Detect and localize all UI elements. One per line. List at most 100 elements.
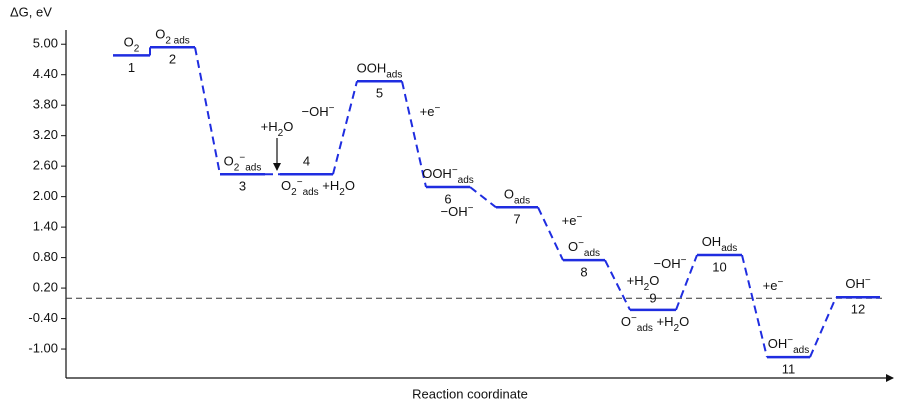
text-part: ads — [721, 243, 737, 254]
step-number: 4 — [303, 154, 310, 169]
text-part: 2 — [134, 43, 140, 54]
text-part: O — [345, 178, 355, 193]
level-label: OH− — [845, 275, 871, 292]
text-part: +H — [261, 119, 278, 134]
y-tick-label: -1.00 — [28, 340, 58, 355]
text-part: − — [297, 177, 303, 188]
x-axis-label: Reaction coordinate — [412, 386, 528, 401]
level-label: O2 — [124, 35, 140, 54]
text-part: 2 — [339, 187, 345, 198]
annotation: −OH− — [302, 103, 335, 120]
text-part: O — [281, 178, 291, 193]
annotation: +H2O — [261, 119, 294, 138]
annotation: +e− — [562, 212, 583, 229]
y-tick-label: 0.20 — [33, 280, 58, 295]
y-tick-label: 0.80 — [33, 249, 58, 264]
text-part: 2 ads — [165, 35, 189, 46]
text-part: O — [679, 314, 689, 329]
text-part: −OH — [441, 204, 468, 219]
connector — [401, 81, 427, 188]
step-number: 1 — [128, 60, 135, 75]
connector — [675, 254, 698, 311]
text-part: − — [865, 275, 871, 286]
text-part: ads — [514, 195, 530, 206]
level-label: O−ads — [568, 238, 600, 259]
text-part: +e — [763, 278, 778, 293]
y-tick-label: 4.40 — [33, 66, 58, 81]
text-part: O — [155, 27, 165, 42]
level-label: OHads — [702, 234, 738, 253]
y-tick-label: 2.60 — [33, 158, 58, 173]
text-part: − — [787, 335, 793, 346]
text-part: O — [621, 314, 631, 329]
text-part: − — [434, 103, 440, 114]
text-part: O — [224, 154, 234, 169]
y-tick-label: 3.20 — [33, 127, 58, 142]
text-part: O — [649, 273, 659, 288]
text-part: +H — [319, 178, 340, 193]
connector — [537, 206, 564, 261]
text-part: 2 — [644, 282, 650, 293]
annotation: +H2O — [627, 273, 660, 292]
text-part: OOH — [422, 166, 452, 181]
text-part: +H — [653, 314, 674, 329]
text-part: O — [504, 187, 514, 202]
annotation: +e− — [763, 277, 784, 294]
text-part: ads — [793, 345, 809, 356]
level-label: OOH−ads — [422, 165, 474, 186]
text-part: 2 — [234, 162, 240, 173]
text-part: − — [452, 165, 458, 176]
text-part: OOH — [357, 61, 387, 76]
y-tick-label: -0.40 — [28, 310, 58, 325]
step-number: 8 — [580, 265, 587, 280]
text-part: ads — [584, 248, 600, 259]
text-part: OH — [768, 337, 788, 352]
step-number: 3 — [239, 179, 246, 194]
y-tick-label: 3.80 — [33, 97, 58, 112]
text-part: +e — [420, 104, 435, 119]
level-label: OOHads — [357, 61, 403, 80]
level-label: O2−ads — [224, 152, 262, 173]
text-part: − — [329, 103, 335, 114]
text-part: O — [568, 240, 578, 255]
text-part: −OH — [654, 256, 681, 271]
connector — [604, 259, 631, 311]
y-axis-label: ΔG, eV — [10, 4, 52, 19]
text-part: − — [576, 212, 582, 223]
text-part: −OH — [302, 104, 329, 119]
connector — [194, 47, 221, 175]
text-part: − — [681, 255, 687, 266]
text-part: ads — [458, 175, 474, 186]
connector — [469, 186, 497, 209]
y-tick-label: 2.00 — [33, 188, 58, 203]
annotation: −OH− — [441, 203, 474, 220]
level-label: O2 ads — [155, 27, 190, 46]
text-part: − — [239, 152, 245, 163]
text-part: ads — [303, 187, 319, 198]
text-part: ads — [245, 162, 261, 173]
annotation: O2−ads +H2O — [281, 177, 355, 198]
connector — [332, 81, 358, 175]
text-part: O — [124, 35, 134, 50]
text-part: ads — [637, 323, 653, 334]
text-part: 2 — [278, 128, 284, 139]
step-number: 2 — [169, 52, 176, 67]
level-label: Oads — [504, 187, 530, 206]
text-part: − — [631, 313, 637, 324]
text-part: OH — [845, 277, 865, 292]
level-label: OH−ads — [768, 335, 809, 356]
annotation: +e− — [420, 103, 441, 120]
text-part: 2 — [291, 187, 297, 198]
text-part: +H — [627, 273, 644, 288]
step-number: 5 — [376, 86, 383, 101]
text-part: OH — [702, 234, 722, 249]
y-tick-label: 5.00 — [33, 36, 58, 51]
step-number: 9 — [649, 290, 656, 305]
connector — [809, 296, 837, 358]
annotation: −OH− — [654, 255, 687, 272]
text-part: 2 — [674, 323, 680, 334]
text-part: − — [777, 277, 783, 288]
text-part: +e — [562, 213, 577, 228]
connector — [741, 254, 768, 358]
